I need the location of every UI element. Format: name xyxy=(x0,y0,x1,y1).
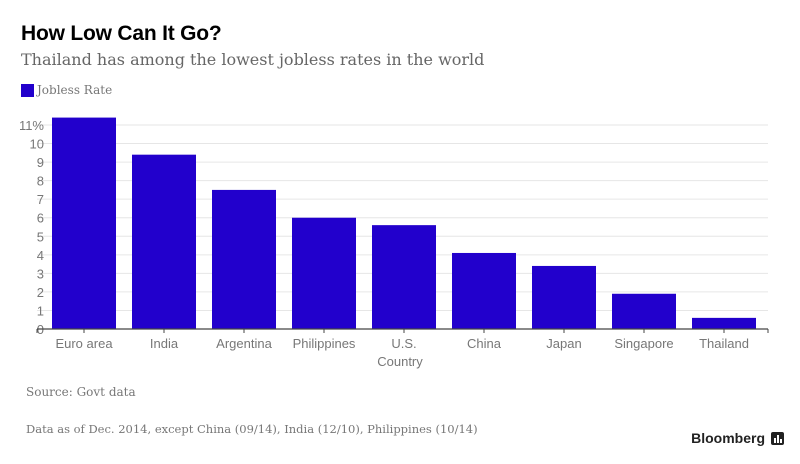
bloomberg-chart-icon xyxy=(771,431,784,445)
x-tick-label: Philippines xyxy=(293,336,356,351)
x-tick-label: India xyxy=(150,336,179,351)
x-tick-label: China xyxy=(467,336,502,351)
chart-title: How Low Can It Go? xyxy=(21,22,222,45)
bar-euro-area xyxy=(52,117,116,329)
brand-name: Bloomberg xyxy=(691,430,765,446)
y-tick-label: 7 xyxy=(37,192,44,207)
bar-u-s xyxy=(372,225,436,329)
y-tick-label: 5 xyxy=(37,229,44,244)
y-tick-label: 6 xyxy=(37,211,44,226)
x-tick-label: Japan xyxy=(546,336,581,351)
legend-label: Jobless Rate xyxy=(37,83,113,97)
x-tick-label: Singapore xyxy=(614,336,673,351)
y-tick-label: 8 xyxy=(37,174,44,189)
bar-philippines xyxy=(292,217,356,329)
y-tick-label: 3 xyxy=(37,266,44,281)
bar-singapore xyxy=(612,293,676,329)
bar-india xyxy=(132,154,196,329)
x-axis xyxy=(36,328,769,333)
data-note: Data as of Dec. 2014, except China (09/1… xyxy=(26,422,478,436)
chart-subtitle: Thailand has among the lowest jobless ra… xyxy=(21,50,485,69)
y-tick-label: 1 xyxy=(37,303,44,318)
y-tick-label: 9 xyxy=(37,155,44,170)
brand-logo: Bloomberg xyxy=(691,430,784,446)
y-tick-label: 4 xyxy=(37,248,44,263)
y-tick-label: 2 xyxy=(37,285,44,300)
bar-chart: 01234567891011% Euro areaIndiaArgentinaP… xyxy=(19,117,769,369)
y-tick-labels: 01234567891011% xyxy=(19,118,44,337)
bar-thailand xyxy=(692,317,756,329)
bar-japan xyxy=(532,265,596,329)
x-tick-label: Thailand xyxy=(699,336,749,351)
bar-argentina xyxy=(212,189,276,329)
source-note: Source: Govt data xyxy=(26,385,136,399)
y-tick-label: 11% xyxy=(19,118,44,133)
legend-swatch xyxy=(21,83,34,97)
x-tick-label: U.S. xyxy=(391,336,416,351)
x-axis-label: Country xyxy=(377,354,423,369)
bar-china xyxy=(452,252,516,329)
x-tick-labels: Euro area India Argentina Philippines U.S. Ch… xyxy=(55,336,748,351)
x-tick-label: Euro area xyxy=(55,336,113,351)
x-tick-label: Argentina xyxy=(216,336,272,351)
legend: Jobless Rate xyxy=(21,83,112,97)
bars xyxy=(52,117,756,329)
y-tick-label: 10 xyxy=(30,137,44,152)
